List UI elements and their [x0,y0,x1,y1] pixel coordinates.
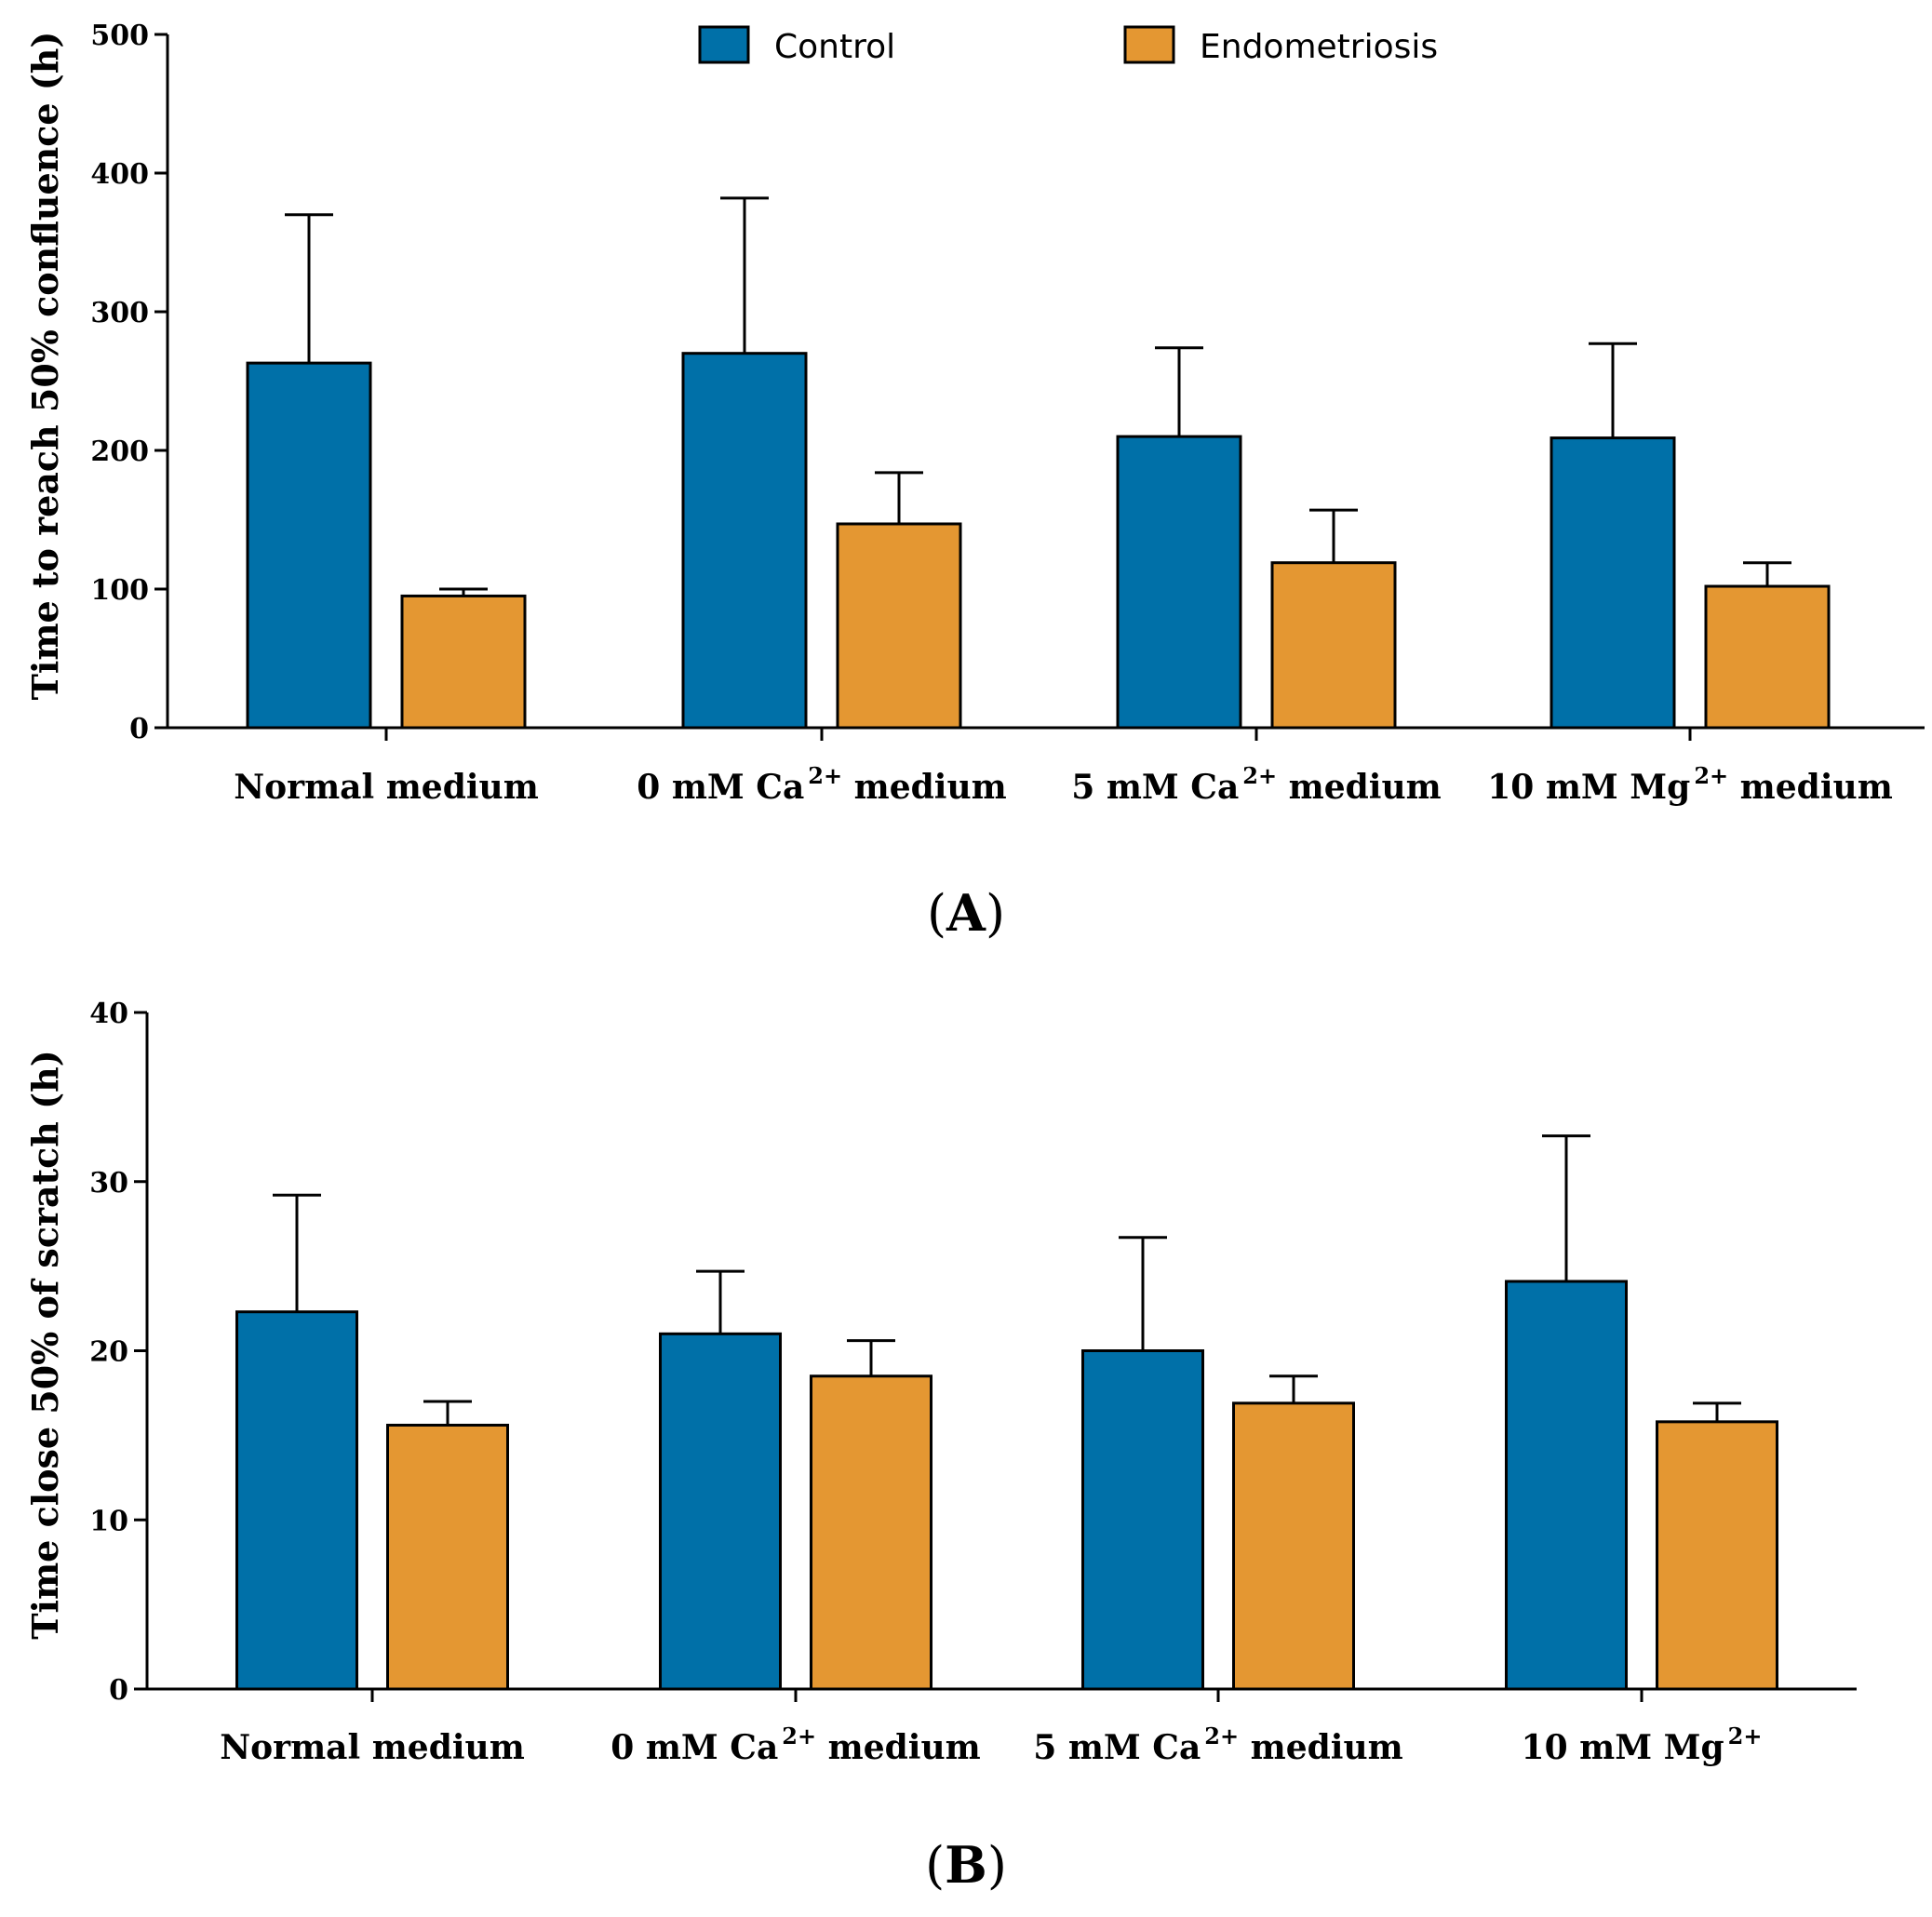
chart-a: 0 100 200 300 400 500 Normal medium 0 mM Ca 2+ m… [24,20,1925,943]
chart-a-ytick-label-0: 0 [129,713,149,745]
chart-b-ytick-label-2: 20 [89,1336,128,1369]
chart-a-ytick-label-1: 100 [90,574,149,607]
chart-a-ylabel: Time to reach 50% confluence (h) [24,32,66,701]
chart-a-ytick-label-5: 500 [90,20,149,52]
legend: Control Endometriosis [698,25,1438,66]
chart-b-bars [235,1134,1778,1691]
chart-a-bars [246,196,1831,730]
chart-a-ytick-label-2: 200 [90,436,149,468]
chart-b-category-label-3: 10 mM Mg 2+ [1522,1723,1763,1767]
chart-b-axes: 0 10 20 30 40 Normal medium 0 mM Ca 2+ medium 5 … [89,998,1857,1767]
chart-b-ytick-label-4: 40 [89,998,128,1030]
chart-b-category-label-0: Normal medium [220,1728,525,1767]
chart-b-panel-label: (B) [925,1835,1007,1895]
chart-b-ytick-label-3: 30 [89,1167,128,1200]
chart-b: 0 10 20 30 40 Normal medium 0 mM Ca 2+ medium 5 … [24,998,1857,1895]
chart-b-bar-control-0 [235,1310,358,1691]
chart-a-axes: 0 100 200 300 400 500 Normal medium 0 mM Ca 2+ m… [90,20,1925,807]
chart-a-category-label-2: 5 mM Ca 2+ medium [1071,762,1442,807]
chart-a-bar-control-1 [681,352,808,730]
chart-a-ytick-label-4: 400 [90,158,149,191]
chart-a-bar-endometriosis-2 [1270,561,1397,730]
chart-b-category-label-2: 5 mM Ca 2+ medium [1033,1723,1403,1767]
chart-a-bar-control-0 [246,361,372,730]
chart-b-ytick-label-1: 10 [89,1505,128,1537]
chart-b-ytick-label-0: 0 [109,1674,128,1707]
chart-b-bar-control-3 [1505,1280,1628,1691]
chart-a-bar-control-3 [1550,436,1676,730]
chart-a-category-label-3: 10 mM Mg 2+ medium [1487,762,1893,807]
chart-b-bar-endometriosis-3 [1656,1420,1778,1691]
chart-a-bar-endometriosis-1 [836,522,962,730]
chart-a-category-label-0: Normal medium [234,768,539,807]
legend-label-control: Control [774,28,895,66]
chart-b-bar-endometriosis-2 [1232,1401,1355,1691]
chart-b-category-label-1: 0 mM Ca 2+ medium [610,1723,981,1767]
chart-a-panel-label: (A) [927,883,1005,943]
chart-a-bar-endometriosis-3 [1704,584,1831,730]
chart-a-ytick-label-3: 300 [90,297,149,329]
chart-b-bar-control-2 [1081,1349,1204,1691]
legend-swatch-endometriosis [1123,25,1175,64]
chart-a-category-label-1: 0 mM Ca 2+ medium [637,762,1007,807]
legend-swatch-control [698,25,750,64]
chart-b-bar-endometriosis-1 [810,1374,932,1691]
chart-b-ylabel: Time close 50% of scratch (h) [24,1050,66,1640]
chart-b-bar-endometriosis-0 [386,1423,509,1691]
chart-a-bar-endometriosis-0 [400,594,527,730]
chart-a-bar-control-2 [1116,435,1242,730]
legend-label-endometriosis: Endometriosis [1200,28,1438,66]
chart-b-bar-control-1 [659,1332,782,1691]
